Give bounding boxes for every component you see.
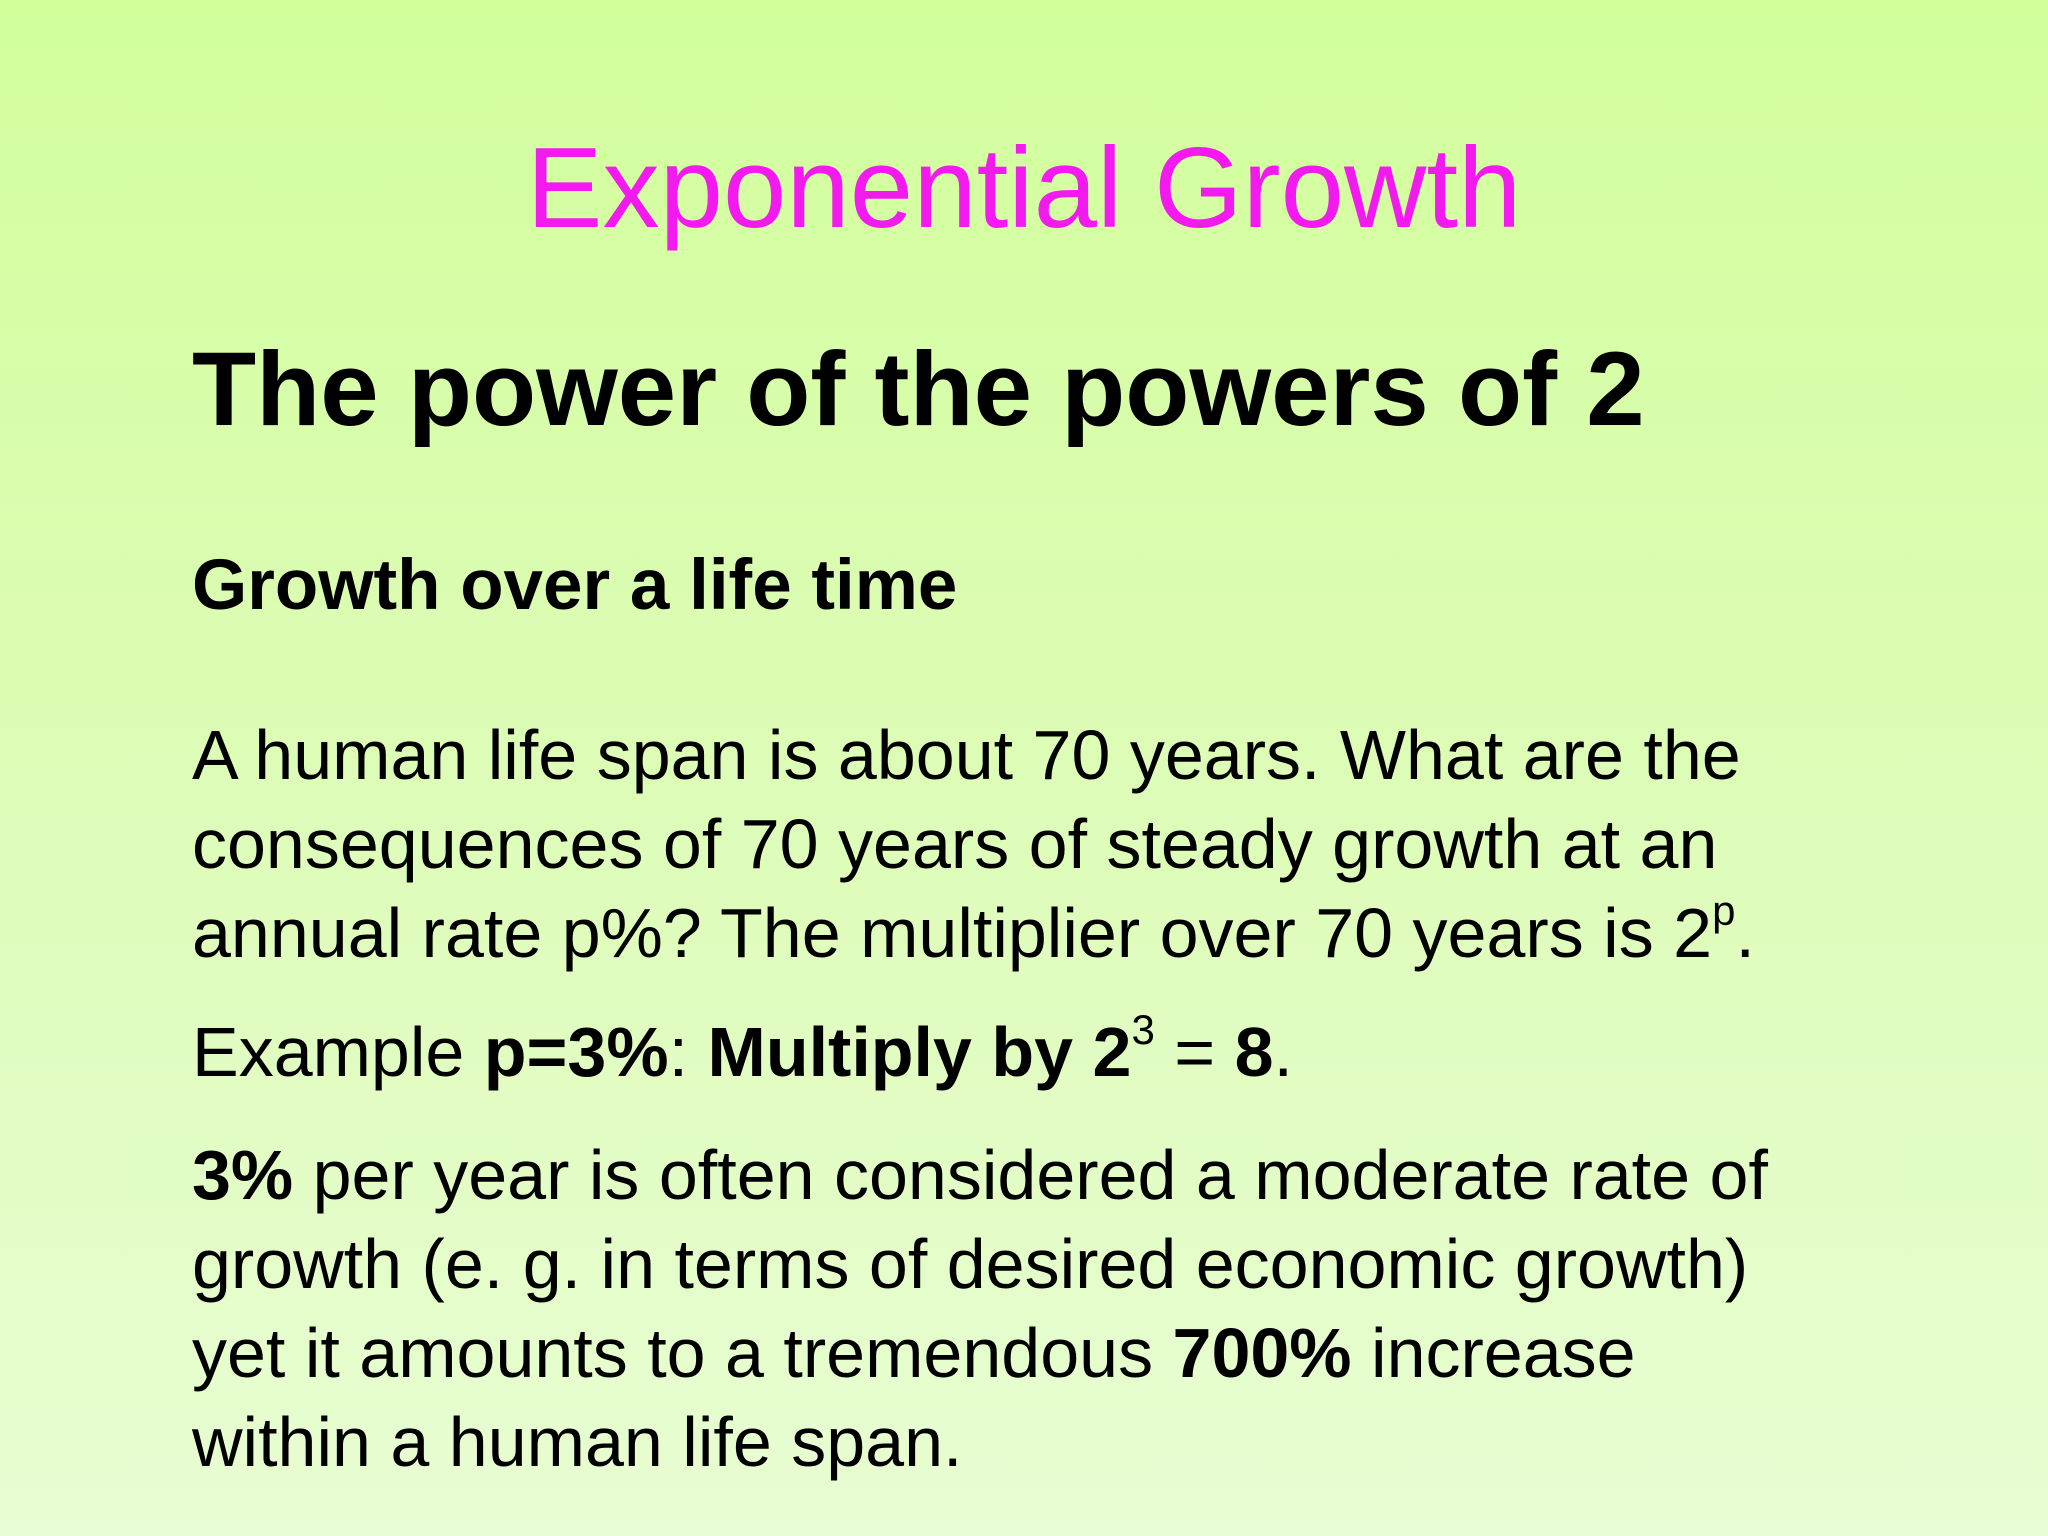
example-period: . [1273,1013,1293,1091]
example-rate: p=3% [483,1013,669,1091]
multiplier-text: annual rate p%? The multiplier over 70 y… [192,894,1713,972]
example-exponent: 3 [1131,1006,1155,1053]
example-multiply: Multiply by 23 [707,1009,1155,1092]
moderate-rate-value: 3% [192,1136,294,1214]
life-span-line-3: annual rate p%? The multiplier over 70 y… [192,889,1755,978]
multiplier-exponent: p [1712,887,1736,934]
example-equals: = [1154,1013,1235,1091]
moderate-rate-line-3: yet it amounts to a tremendous 700% incr… [192,1309,1768,1398]
slide-title: Exponential Growth [526,125,1522,252]
slide-subheading: Growth over a life time [192,546,958,625]
moderate-rate-paragraph: 3% per year is often considered a modera… [192,1131,1768,1487]
multiplier-period: . [1735,894,1755,972]
example-prefix: Example [192,1013,484,1091]
moderate-rate-line-1-rest: per year is often considered a moderate … [293,1136,1768,1214]
example-multiply-base: Multiply by 2 [707,1013,1132,1091]
life-span-line-2: consequences of 70 years of steady growt… [192,805,1718,883]
moderate-rate-line-3-end: increase [1351,1314,1636,1392]
example-colon: : [668,1013,708,1091]
moderate-rate-line-3-start: yet it amounts to a tremendous [192,1314,1173,1392]
moderate-rate-line-2: growth (e. g. in terms of desired econom… [192,1225,1749,1303]
example-paragraph: Example p=3%: Multiply by 23 = 8. [192,1008,1293,1097]
moderate-rate-line-1: 3% per year is often considered a modera… [192,1131,1768,1220]
increase-value: 700% [1172,1314,1352,1392]
example-line: Example p=3%: Multiply by 23 = 8. [192,1008,1293,1097]
life-span-line-1: A human life span is about 70 years. Wha… [192,716,1741,794]
slide-heading: The power of the powers of 2 [192,331,1645,448]
moderate-rate-line-4: within a human life span. [192,1403,963,1481]
life-span-paragraph: A human life span is about 70 years. Wha… [192,711,1755,978]
example-result: 8 [1234,1013,1274,1091]
